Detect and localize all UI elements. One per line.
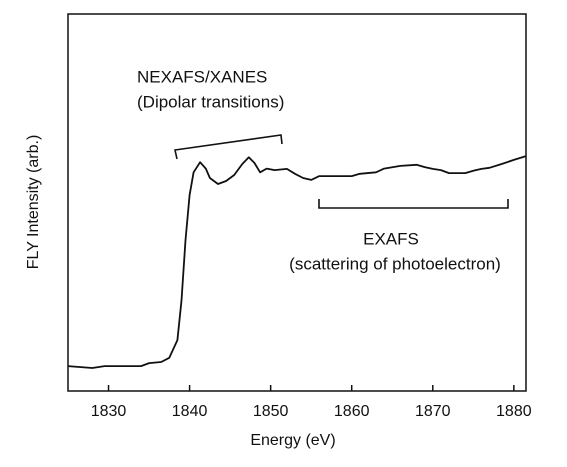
x-tick-label: 1830 bbox=[91, 403, 127, 420]
bracket bbox=[318, 199, 509, 209]
x-tick-label: 1840 bbox=[172, 403, 208, 420]
x-tick-label: 1850 bbox=[253, 403, 289, 420]
x-axis-label: Energy (eV) bbox=[250, 432, 335, 449]
x-tick-label: 1870 bbox=[415, 403, 451, 420]
data-line bbox=[67, 155, 527, 369]
annotation: NEXAFS/XANES bbox=[137, 67, 267, 86]
y-axis-label: FLY Intensity (arb.) bbox=[25, 135, 42, 270]
annotation: (scattering of photoelectron) bbox=[289, 254, 501, 273]
annotation: EXAFS bbox=[363, 229, 419, 248]
annotation: (Dipolar transitions) bbox=[137, 92, 284, 111]
x-tick-label: 1880 bbox=[496, 403, 532, 420]
plot-frame bbox=[67, 13, 527, 392]
bracket bbox=[174, 134, 283, 160]
x-tick-label: 1860 bbox=[334, 403, 370, 420]
